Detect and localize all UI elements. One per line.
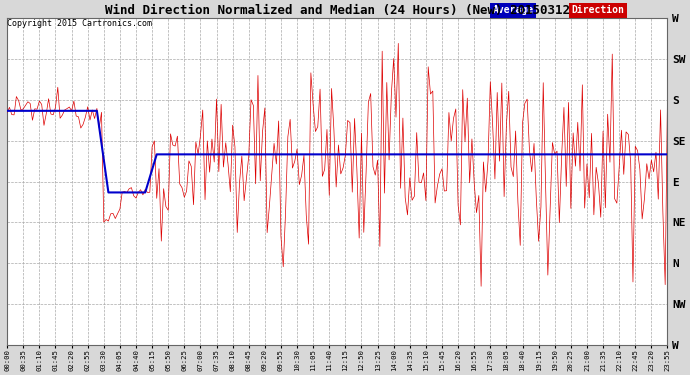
Title: Wind Direction Normalized and Median (24 Hours) (New) 20150312: Wind Direction Normalized and Median (24… — [105, 4, 570, 17]
Text: Copyright 2015 Cartronics.com: Copyright 2015 Cartronics.com — [7, 19, 152, 28]
Text: Average: Average — [493, 5, 533, 15]
Text: Direction: Direction — [572, 5, 624, 15]
